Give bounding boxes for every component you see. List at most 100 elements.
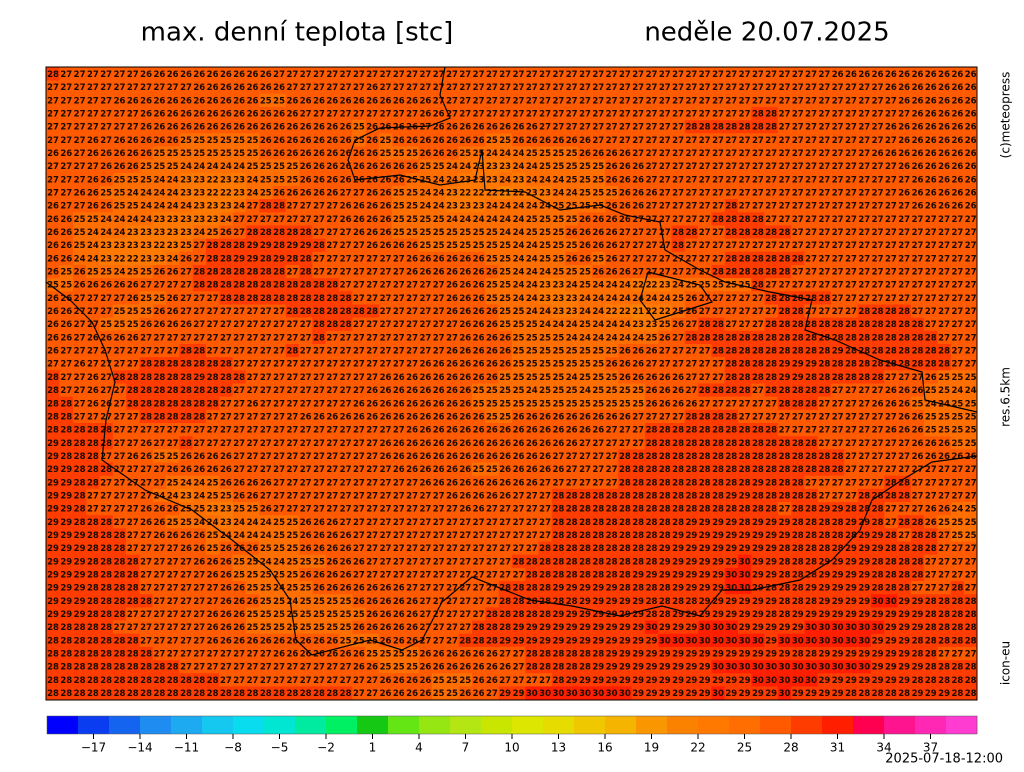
cell-value: 26 (87, 281, 99, 291)
cell-value: 24 (539, 268, 551, 278)
cell-value: 27 (579, 110, 591, 120)
cell-value: 28 (233, 294, 245, 304)
cell-value: 28 (153, 360, 165, 370)
cell-value: 28 (779, 307, 791, 317)
cell-value: 28 (207, 373, 219, 383)
cell-value: 27 (300, 83, 312, 93)
cell-value: 27 (340, 70, 352, 80)
cell-value: 25 (260, 175, 272, 185)
cell (259, 93, 273, 108)
cell-value: 28 (207, 268, 219, 278)
cell-value: 26 (180, 70, 192, 80)
cell-value: 27 (858, 254, 870, 264)
cell-value: 28 (207, 254, 219, 264)
cell-value: 27 (286, 202, 298, 212)
cell-value: 27 (965, 268, 977, 278)
cell-value: 27 (712, 189, 724, 199)
cell-value: 27 (486, 70, 498, 80)
cell-value: 28 (912, 360, 924, 370)
cell (405, 80, 420, 95)
cell-value: 28 (273, 294, 285, 304)
cell-value: 26 (353, 215, 365, 225)
cell-value: 27 (140, 347, 152, 357)
cell (604, 67, 619, 81)
cell-value: 27 (406, 307, 418, 317)
cell-value: 26 (180, 96, 192, 106)
cell (737, 80, 752, 95)
cell-value: 27 (340, 110, 352, 120)
cell-value: 27 (313, 254, 325, 264)
cell-value: 27 (818, 215, 830, 225)
cell-value: 27 (699, 347, 711, 357)
cell-value: 27 (739, 83, 751, 93)
cell-value: 26 (912, 189, 924, 199)
cell-value: 28 (792, 347, 804, 357)
cell-value: 26 (406, 136, 418, 146)
cell-value: 24 (632, 333, 644, 343)
cell-value: 25 (646, 333, 658, 343)
cell (166, 93, 180, 108)
cell-value: 27 (619, 123, 631, 133)
cell-value: 28 (898, 307, 910, 317)
cell-value: 24 (592, 333, 604, 343)
cell-value: 27 (712, 96, 724, 106)
cell-value: 23 (114, 241, 126, 251)
cell-value: 27 (380, 347, 392, 357)
cell-value: 25 (153, 149, 165, 159)
cell (72, 93, 87, 108)
cell-value: 27 (273, 320, 285, 330)
cell-value: 27 (114, 123, 126, 133)
cell (59, 67, 74, 81)
cell-value: 27 (885, 189, 897, 199)
cell-value: 28 (845, 333, 857, 343)
cell-value: 26 (47, 254, 59, 264)
cell-value: 27 (752, 149, 764, 159)
cell-value: 27 (672, 149, 684, 159)
cell (831, 67, 845, 81)
cell-value: 26 (526, 136, 538, 146)
cell-value: 27 (513, 110, 525, 120)
cell-value: 27 (739, 70, 751, 80)
cell-value: 27 (353, 241, 365, 251)
cell (631, 67, 646, 81)
cell-value: 26 (380, 189, 392, 199)
cell-value: 25 (180, 149, 192, 159)
cell-value: 27 (592, 110, 604, 120)
cell-value: 25 (433, 228, 445, 238)
cell-value: 27 (872, 83, 884, 93)
cell (764, 67, 779, 81)
cell-value: 26 (286, 110, 298, 120)
cell-value: 24 (87, 241, 99, 251)
cell-value: 28 (765, 123, 777, 133)
cell-value: 26 (167, 110, 179, 120)
cell-value: 25 (114, 320, 126, 330)
cell-value: 23 (220, 202, 232, 212)
cell-value: 26 (233, 110, 245, 120)
cell-value: 25 (233, 136, 245, 146)
cell-value: 27 (646, 228, 658, 238)
cell-value: 28 (300, 254, 312, 264)
cell-value: 27 (380, 83, 392, 93)
cell-value: 25 (539, 228, 551, 238)
cell (99, 93, 114, 108)
cell-value: 27 (646, 360, 658, 370)
cell-value: 27 (659, 360, 671, 370)
cell-value: 27 (74, 162, 86, 172)
cell (232, 67, 247, 81)
cell-value: 27 (47, 83, 59, 93)
cell-value: 25 (499, 268, 511, 278)
cell-value: 25 (433, 162, 445, 172)
cell-value: 27 (313, 228, 325, 238)
cell-value: 27 (326, 254, 338, 264)
cell-value: 27 (180, 268, 192, 278)
cell-value: 27 (845, 110, 857, 120)
cell-value: 28 (912, 347, 924, 357)
cell-value: 26 (87, 333, 99, 343)
cell-value: 27 (685, 136, 697, 146)
cell-value: 27 (872, 202, 884, 212)
cell-value: 26 (433, 360, 445, 370)
cell-value: 27 (792, 215, 804, 225)
cell-value: 27 (167, 333, 179, 343)
cell-value: 26 (114, 96, 126, 106)
cell-value: 27 (220, 320, 232, 330)
